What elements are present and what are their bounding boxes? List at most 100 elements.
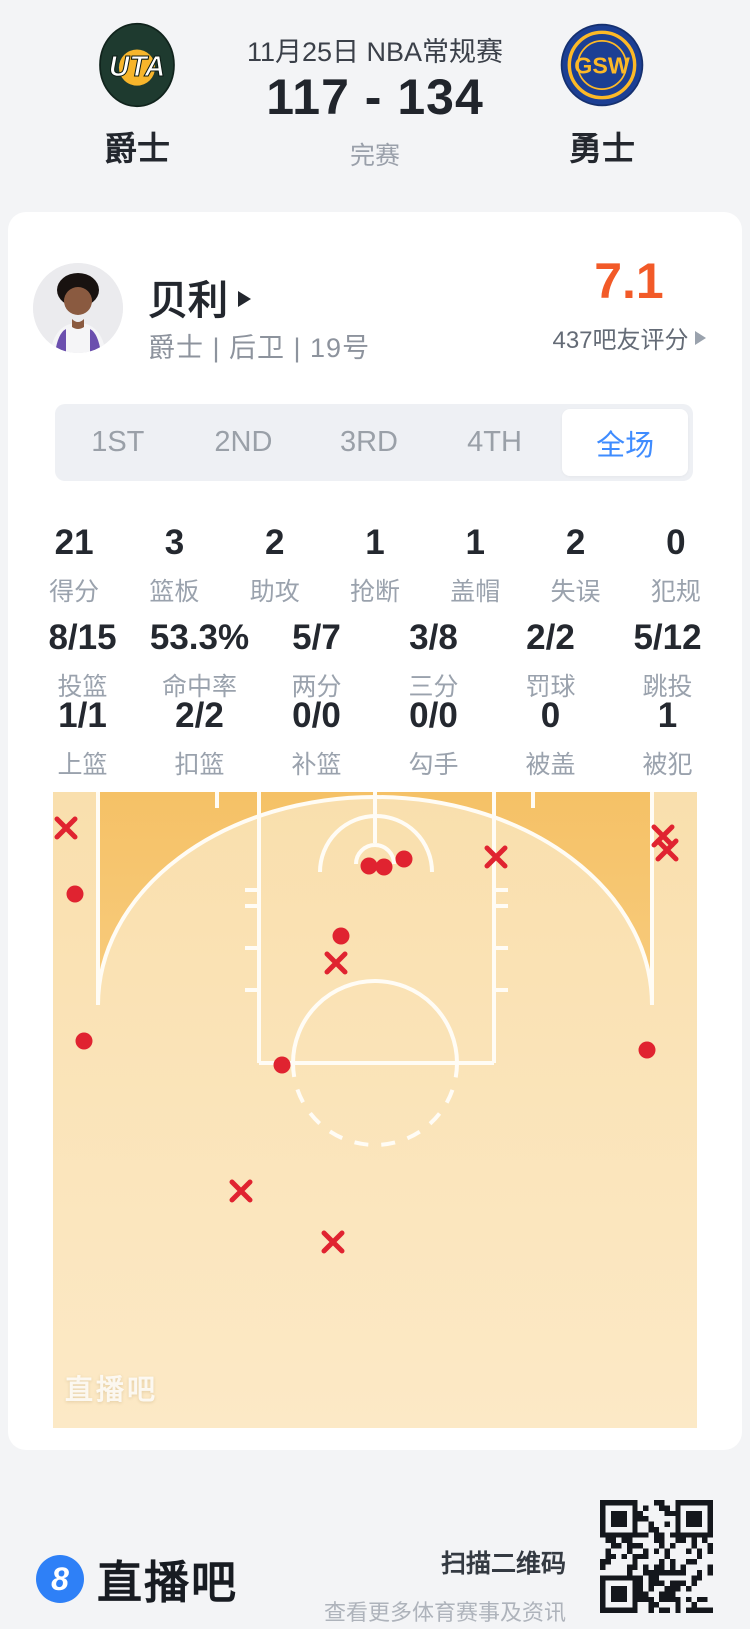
rim-icon bbox=[354, 843, 396, 865]
app-footer: 8 直播吧 扫描二维码 查看更多体育赛事及资讯 bbox=[0, 1450, 750, 1629]
stat-cell: 5/7 两分 bbox=[258, 618, 375, 703]
stat-cell: 1/1 上篮 bbox=[24, 696, 141, 781]
stat-label: 上篮 bbox=[57, 751, 108, 779]
stat-value: 1 bbox=[365, 523, 385, 562]
shot-marker-layer bbox=[54, 816, 679, 1254]
rating-block[interactable]: 7.1 437吧友评分 bbox=[524, 252, 734, 355]
stat-value: 0 bbox=[666, 523, 686, 562]
stat-label: 跳投 bbox=[642, 673, 693, 701]
missed-shot-marker bbox=[229, 1179, 253, 1203]
stat-label: 命中率 bbox=[161, 673, 237, 701]
stat-cell: 1 盖帽 bbox=[425, 523, 525, 608]
stat-cell: 0/0 补篮 bbox=[258, 696, 375, 781]
made-shot-marker bbox=[332, 927, 350, 945]
stat-cell: 21 得分 bbox=[24, 523, 124, 608]
stat-cell: 1 被犯 bbox=[609, 696, 726, 781]
missed-shot-marker bbox=[655, 838, 679, 862]
qr-code bbox=[600, 1500, 713, 1613]
stat-value: 0/0 bbox=[292, 696, 341, 735]
match-status: 完赛 bbox=[349, 142, 400, 170]
made-shot-marker bbox=[75, 1032, 93, 1050]
stat-value: 1/1 bbox=[58, 696, 107, 735]
home-team-logo-icon: UTA bbox=[94, 22, 180, 108]
stat-label: 罚球 bbox=[525, 673, 576, 701]
court-background bbox=[53, 792, 697, 1428]
tab-1st[interactable]: 1ST bbox=[91, 426, 145, 458]
stat-label: 得分 bbox=[49, 578, 100, 606]
stat-label: 投篮 bbox=[57, 673, 108, 701]
court-watermark: 直播吧 bbox=[65, 1374, 159, 1405]
stat-cell: 0 被盖 bbox=[492, 696, 609, 781]
stat-value: 0 bbox=[540, 696, 561, 735]
stat-label: 盖帽 bbox=[450, 578, 501, 606]
stat-label: 补篮 bbox=[291, 751, 342, 779]
made-shot-marker bbox=[375, 858, 393, 876]
stat-value: 1 bbox=[657, 696, 678, 735]
stat-label: 抢断 bbox=[349, 578, 400, 606]
stat-label: 助攻 bbox=[249, 578, 300, 606]
stat-cell: 2 失误 bbox=[525, 523, 625, 608]
qr-title: 扫描二维码 bbox=[440, 1550, 566, 1578]
stat-row-main: 21 得分 3 篮板 2 助攻 1 抢断 1 盖帽 2 失误 0 犯规 bbox=[24, 523, 726, 608]
lane-hash-right bbox=[494, 888, 508, 992]
missed-shot-marker bbox=[484, 845, 508, 869]
home-team[interactable]: UTA 爵士 bbox=[82, 22, 192, 170]
made-shot-marker bbox=[360, 857, 378, 875]
stat-value: 2/2 bbox=[526, 618, 575, 657]
stat-cell: 0/0 勾手 bbox=[375, 696, 492, 781]
stat-value: 2/2 bbox=[175, 696, 224, 735]
made-shot-marker bbox=[638, 1041, 656, 1059]
tab-2nd[interactable]: 2ND bbox=[214, 426, 273, 458]
away-team-abbr: GSW bbox=[574, 53, 630, 79]
stat-value: 5/7 bbox=[292, 618, 341, 657]
qr-subtitle: 查看更多体育赛事及资讯 bbox=[323, 1600, 566, 1625]
match-date: 11月25日 NBA常规赛 bbox=[246, 37, 504, 67]
away-team[interactable]: GSW 勇士 bbox=[547, 22, 657, 170]
stat-value: 5/12 bbox=[633, 618, 702, 657]
stat-label: 被盖 bbox=[525, 751, 576, 779]
missed-shot-marker bbox=[324, 951, 348, 975]
stat-label: 失误 bbox=[550, 578, 601, 606]
rating-arrow-icon bbox=[694, 330, 706, 345]
stat-value: 8/15 bbox=[48, 618, 117, 657]
stat-cell: 3/8 三分 bbox=[375, 618, 492, 703]
away-team-logo-icon: GSW bbox=[559, 22, 645, 108]
restricted-arc bbox=[318, 814, 434, 873]
stat-cell: 5/12 跳投 bbox=[609, 618, 726, 703]
missed-shot-marker bbox=[321, 1230, 345, 1254]
player-avatar[interactable] bbox=[33, 263, 123, 353]
tab-4th[interactable]: 4TH bbox=[467, 426, 522, 458]
stat-label: 篮板 bbox=[149, 578, 200, 606]
home-team-name: 爵士 bbox=[104, 130, 170, 167]
zhibo8-logo-icon: 8 bbox=[36, 1554, 84, 1603]
key-lines bbox=[257, 792, 496, 1065]
stat-cell: 0 犯规 bbox=[626, 523, 726, 608]
missed-shot-marker bbox=[54, 816, 78, 840]
player-meta: 爵士 | 后卫 | 19号 bbox=[148, 333, 371, 363]
stat-label: 被犯 bbox=[642, 751, 693, 779]
stat-cell: 53.3% 命中率 bbox=[141, 618, 258, 703]
brand-row: 8 直播吧 bbox=[36, 1546, 238, 1611]
brand-name: 直播吧 bbox=[97, 1557, 239, 1608]
shot-chart: 直播吧 bbox=[53, 792, 697, 1428]
player-card: 贝利 爵士 | 后卫 | 19号 7.1 437吧友评分 1ST 2ND 3RD 4T… bbox=[8, 212, 742, 1450]
stat-cell: 1 抢断 bbox=[325, 523, 425, 608]
stat-label: 两分 bbox=[291, 673, 342, 701]
free-throw-circle-top bbox=[291, 1062, 459, 1147]
stat-cell: 2/2 罚球 bbox=[492, 618, 609, 703]
stat-cell: 2 助攻 bbox=[225, 523, 325, 608]
stat-value: 2 bbox=[565, 523, 586, 562]
stat-row-shooting: 8/15 投篮 53.3% 命中率 5/7 两分 3/8 三分 2/2 罚球 5/12 跳投 bbox=[24, 618, 726, 703]
stat-label: 勾手 bbox=[408, 751, 459, 779]
free-throw-circle-bottom bbox=[291, 979, 459, 1064]
player-name-row[interactable]: 贝利 bbox=[148, 268, 251, 326]
tab-full[interactable]: 全场 bbox=[562, 409, 688, 476]
stat-cell: 2/2 扣篮 bbox=[141, 696, 258, 781]
tab-3rd[interactable]: 3RD bbox=[339, 426, 398, 458]
player-detail-arrow-icon bbox=[238, 291, 251, 307]
stat-label: 犯规 bbox=[650, 578, 701, 606]
made-shot-marker bbox=[395, 850, 413, 868]
stat-value: 53.3% bbox=[149, 618, 250, 657]
stat-value: 0/0 bbox=[409, 696, 458, 735]
